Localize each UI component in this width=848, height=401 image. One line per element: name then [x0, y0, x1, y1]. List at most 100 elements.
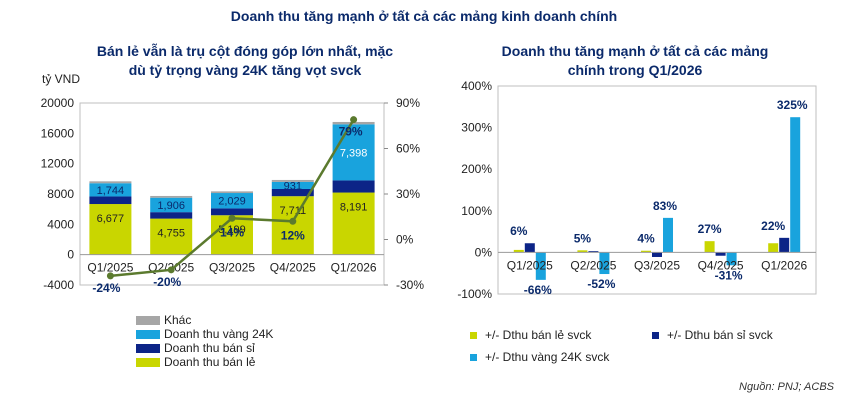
right-legend-vang: +/- Dthu vàng 24K svck	[470, 350, 609, 364]
right-bar-ban-si	[652, 252, 662, 257]
right-y-tick-label: -100%	[457, 287, 492, 301]
left-y-tick-label: -4000	[43, 278, 74, 292]
right-x-tick-label: Q3/2025	[634, 258, 680, 272]
right-legend-si: +/- Dthu bán sỉ svck	[652, 328, 773, 342]
left-x-tick-label: Q1/2025	[87, 261, 133, 275]
legend-swatch-si	[136, 343, 160, 353]
left-y2-tick-label: -30%	[396, 278, 424, 292]
left-bar-label-vang-24k: 2,029	[218, 196, 246, 208]
left-legend-si: Doanh thu bán sỉ	[136, 341, 255, 355]
right-x-tick-label: Q4/2025	[698, 258, 744, 272]
left-growth-line	[110, 119, 355, 278]
legend-swatch-le	[136, 357, 160, 367]
right-bar-label-vang-24k: 83%	[653, 199, 677, 213]
right-bar-label-ban-le: 6%	[510, 224, 528, 238]
right-bar-label-ban-le: 5%	[574, 231, 592, 245]
left-y-tick-label: 4000	[47, 217, 74, 231]
left-bar-khac	[150, 195, 193, 198]
left-bar-vang-24k	[150, 197, 193, 213]
left-growth-point	[228, 214, 236, 222]
left-bar-ban-si	[271, 188, 314, 197]
left-bar-ban-si	[211, 208, 253, 216]
left-legend-le: Doanh thu bán lẻ	[136, 355, 255, 369]
right-bar-label-ban-le: 27%	[698, 222, 722, 236]
right-bar-label-ban-le: 4%	[637, 232, 655, 246]
left-y2-tick-label: 60%	[396, 142, 420, 156]
left-bar-ban-le	[211, 215, 253, 255]
left-bar-label-ban-le: 7,711	[279, 205, 306, 217]
left-plot-frame	[79, 102, 385, 286]
left-legend-khac: Khác	[136, 313, 191, 327]
legend-swatch-si-growth	[652, 331, 659, 339]
right-bar-ban-si	[588, 251, 599, 253]
left-bar-vang-24k	[271, 181, 314, 189]
right-bar-vang-24k	[790, 117, 801, 253]
left-growth-point	[167, 266, 175, 274]
right-plot-frame	[497, 85, 817, 295]
left-growth-point	[350, 116, 358, 124]
left-y2-tick-label: 30%	[396, 187, 420, 201]
right-y-tick-label: 300%	[461, 121, 492, 135]
left-bar-khac	[332, 121, 375, 125]
right-x-tick-label: Q1/2025	[507, 258, 553, 272]
right-y-tick-label: 400%	[461, 79, 492, 93]
left-bar-label-ban-le: 6,677	[97, 213, 125, 225]
left-chart-title-line-2: dù tỷ trọng vàng 24K tăng vọt svck	[128, 62, 362, 78]
left-y2-tick-label: 0%	[396, 233, 414, 247]
right-y-tick-label: 0%	[475, 245, 493, 259]
left-y-tick-label: 20000	[41, 96, 75, 110]
right-bar-vang-24k	[535, 252, 546, 280]
left-bar-khac	[271, 179, 314, 182]
right-bar-ban-si	[779, 237, 790, 253]
left-bar-vang-24k	[89, 183, 132, 197]
right-bar-ban-si	[524, 243, 535, 253]
legend-label-le-growth: +/- Dthu bán lẻ svck	[485, 328, 592, 342]
left-x-tick-label: Q2/2025	[148, 261, 194, 275]
left-growth-label: 14%	[220, 225, 244, 239]
left-chart-title-line-1: Bán lẻ vẫn là trụ cột đóng góp lớn nhất,…	[96, 43, 394, 59]
legend-label-vang-growth: +/- Dthu vàng 24K svck	[485, 350, 610, 364]
legend-swatch-vang-growth	[470, 353, 477, 361]
right-bar-vang-24k	[599, 252, 610, 275]
left-legend-vang: Doanh thu vàng 24K	[136, 327, 273, 341]
legend-label-si: Doanh thu bán sỉ	[164, 341, 255, 355]
right-bar-label-ban-le: 22%	[761, 219, 785, 233]
left-bar-label-vang-24k: 1,906	[157, 200, 185, 212]
legend-label-khac: Khác	[164, 313, 192, 327]
right-bar-ban-le	[513, 249, 524, 253]
right-x-tick-label: Q1/2026	[761, 258, 807, 272]
left-growth-label: 12%	[281, 228, 305, 242]
left-bar-vang-24k	[332, 124, 375, 181]
left-bar-vang-24k	[211, 193, 253, 209]
left-bar-khac	[211, 191, 253, 194]
legend-swatch-vang	[136, 329, 160, 339]
left-bar-ban-si	[89, 196, 132, 205]
legend-swatch-le-growth	[470, 331, 477, 339]
left-bar-ban-le	[332, 192, 375, 255]
right-x-tick-label: Q2/2025	[570, 258, 616, 272]
left-y-tick-label: 8000	[47, 187, 74, 201]
main-title: Doanh thu tăng mạnh ở tất cả các mảng ki…	[230, 8, 618, 24]
right-chart-title-line-1: Doanh thu tăng mạnh ở tất cả các mảng	[501, 43, 769, 59]
left-chart-title: Bán lẻ vẫn là trụ cột đóng góp lớn nhất,…	[75, 42, 415, 80]
legend-label-vang: Doanh thu vàng 24K	[164, 327, 274, 341]
left-x-tick-label: Q4/2025	[270, 261, 316, 275]
right-bar-label-vang-24k: -66%	[524, 283, 552, 297]
left-x-tick-label: Q3/2025	[209, 261, 255, 275]
left-growth-label: -20%	[153, 275, 181, 289]
right-bar-ban-si	[715, 252, 726, 256]
right-bar-vang-24k	[726, 252, 737, 266]
right-legend-le: +/- Dthu bán lẻ svck	[470, 328, 591, 342]
right-y-tick-label: 100%	[461, 204, 492, 218]
left-y-tick-label: 0	[67, 248, 74, 262]
left-bar-ban-si	[332, 180, 375, 193]
left-bar-ban-si	[150, 212, 193, 219]
right-bar-label-vang-24k: -31%	[715, 268, 743, 282]
right-chart-title: Doanh thu tăng mạnh ở tất cả các mảng ch…	[470, 42, 800, 80]
legend-label-si-growth: +/- Dthu bán sỉ svck	[667, 328, 773, 342]
right-y-tick-label: 200%	[461, 162, 492, 176]
left-bar-khac	[89, 181, 132, 184]
right-chart-title-line-2: chính trong Q1/2026	[567, 62, 703, 78]
legend-label-le: Doanh thu bán lẻ	[164, 355, 256, 369]
left-bar-label-ban-le: 4,755	[157, 228, 185, 240]
